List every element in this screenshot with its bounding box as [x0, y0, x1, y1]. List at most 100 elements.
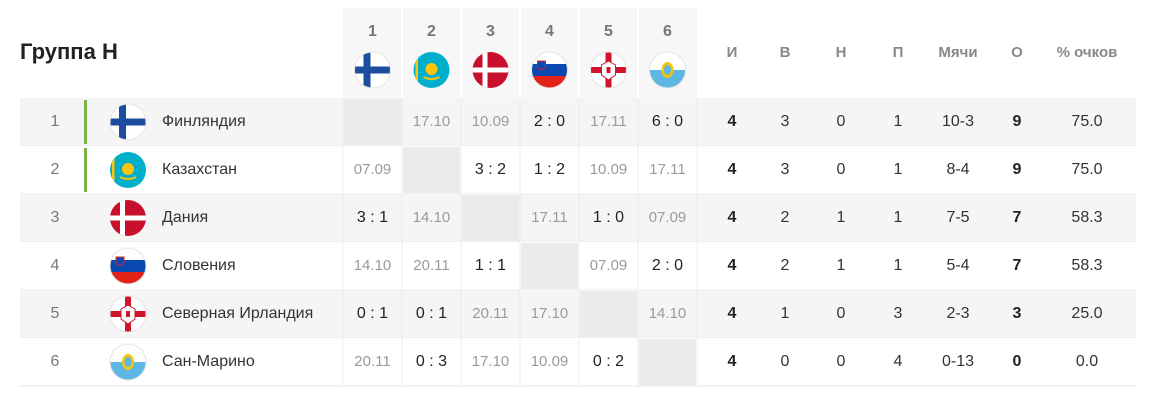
stat: 3 [781, 113, 790, 130]
result: 20.11 [413, 257, 449, 274]
column-header: И [727, 44, 738, 61]
position: 2 [51, 161, 60, 178]
column-header: Мячи [938, 44, 977, 61]
stat: 1 [894, 113, 903, 130]
group-title: Группа H [20, 39, 118, 64]
stat: 0-13 [942, 353, 974, 370]
empty-cell [344, 99, 401, 145]
stat: 2 [781, 257, 790, 274]
row-background [20, 194, 1136, 242]
team-name: Дания [162, 209, 208, 226]
stat: 0 [837, 113, 846, 130]
opponent-number: 5 [604, 23, 613, 40]
qualify-marker [84, 148, 87, 192]
result: 17.10 [531, 305, 569, 322]
team-name: Словения [162, 257, 236, 274]
stat: 4 [728, 305, 737, 322]
result: 1 : 0 [593, 209, 624, 226]
stat: 8-4 [946, 161, 969, 178]
team-name: Сан-Марино [162, 353, 255, 370]
empty-cell [462, 195, 519, 241]
result: 17.10 [413, 113, 451, 130]
empty-cell [580, 291, 637, 337]
opponent-number: 1 [368, 23, 377, 40]
position: 5 [51, 305, 60, 322]
qualify-marker [84, 100, 87, 144]
empty-cell [403, 147, 460, 193]
result: 6 : 0 [652, 113, 683, 130]
result: 14.10 [354, 257, 392, 274]
stat: 1 [837, 257, 846, 274]
stat: 75.0 [1071, 113, 1102, 130]
result: 17.11 [649, 161, 685, 178]
column-header: В [780, 44, 791, 61]
stat: 1 [781, 305, 790, 322]
result: 2 : 0 [652, 257, 683, 274]
result: 20.11 [472, 305, 508, 322]
stat: 58.3 [1071, 257, 1102, 274]
empty-cell [639, 339, 696, 385]
position: 6 [51, 353, 60, 370]
result: 07.09 [354, 161, 392, 178]
row-background [20, 98, 1136, 146]
stat: 4 [728, 113, 737, 130]
position: 3 [51, 209, 60, 226]
stat: 75.0 [1071, 161, 1102, 178]
result: 0 : 1 [357, 305, 388, 322]
row-background [20, 146, 1136, 194]
stat: 2 [781, 209, 790, 226]
position: 1 [51, 113, 60, 130]
stat: 2-3 [946, 305, 969, 322]
stat: 4 [728, 161, 737, 178]
position: 4 [51, 257, 60, 274]
result: 20.11 [354, 353, 390, 370]
row-background [20, 290, 1136, 338]
stat: 4 [728, 353, 737, 370]
stat: 4 [728, 257, 737, 274]
team-name: Северная Ирландия [162, 305, 313, 322]
stat: 0.0 [1076, 353, 1098, 370]
stat: 1 [894, 257, 903, 274]
row-background [20, 338, 1136, 386]
stat: 25.0 [1071, 305, 1102, 322]
stat: 10-3 [942, 113, 974, 130]
result: 17.11 [531, 209, 567, 226]
result: 0 : 3 [416, 353, 447, 370]
stat: 4 [728, 209, 737, 226]
result: 3 : 2 [475, 161, 506, 178]
result: 0 : 2 [593, 353, 624, 370]
result: 10.09 [531, 353, 569, 370]
column-header: П [893, 44, 904, 61]
stat: 58.3 [1071, 209, 1102, 226]
stat: 0 [1013, 353, 1022, 370]
result: 17.10 [472, 353, 510, 370]
stat: 7-5 [946, 209, 969, 226]
stat: 1 [894, 161, 903, 178]
stat: 1 [894, 209, 903, 226]
stat: 3 [781, 161, 790, 178]
stat: 0 [837, 161, 846, 178]
stat: 7 [1013, 209, 1022, 226]
stat: 4 [894, 353, 903, 370]
result: 0 : 1 [416, 305, 447, 322]
team-name: Казахстан [162, 161, 237, 178]
result: 2 : 0 [534, 113, 565, 130]
stat: 3 [1013, 305, 1022, 322]
stat: 0 [837, 305, 846, 322]
result: 14.10 [413, 209, 451, 226]
result: 07.09 [649, 209, 687, 226]
opponent-number: 2 [427, 23, 436, 40]
team-name: Финляндия [162, 113, 246, 130]
result: 3 : 1 [357, 209, 388, 226]
result: 1 : 1 [475, 257, 506, 274]
stat: 9 [1013, 113, 1022, 130]
result: 14.10 [649, 305, 687, 322]
column-header: Н [836, 44, 847, 61]
result: 1 : 2 [534, 161, 565, 178]
stat: 9 [1013, 161, 1022, 178]
result: 07.09 [590, 257, 628, 274]
stat: 0 [781, 353, 790, 370]
empty-cell [521, 243, 578, 289]
result: 10.09 [590, 161, 628, 178]
